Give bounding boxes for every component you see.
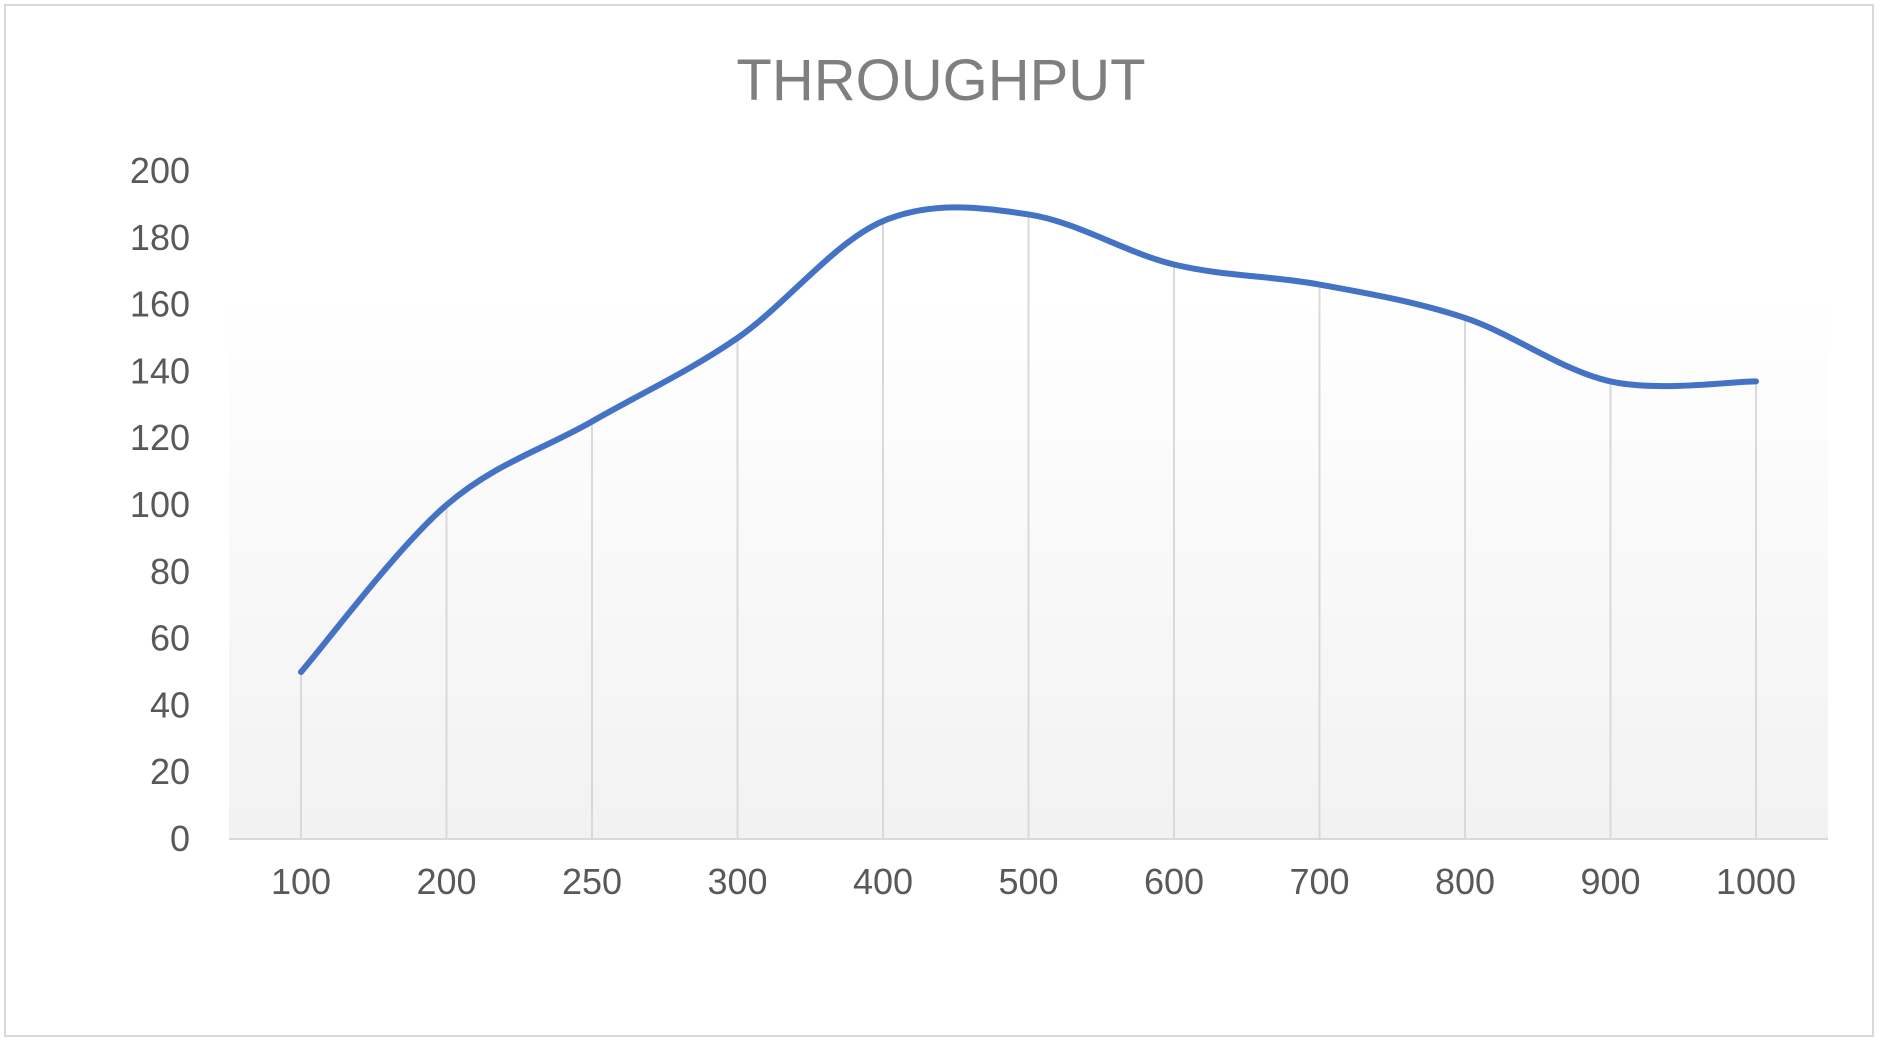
y-tick-label: 20 (150, 751, 190, 792)
x-tick-label: 200 (416, 861, 476, 902)
throughput-series-line (298, 204, 1759, 675)
x-tick-label: 600 (1144, 861, 1204, 902)
x-tick-label: 100 (271, 861, 331, 902)
y-tick-label: 140 (130, 350, 190, 391)
y-axis-tick-labels: 0 20 40 60 80 100 120 140 160 180 200 (130, 150, 190, 859)
y-tick-label: 200 (130, 150, 190, 191)
x-axis-tick-labels: 100 200 250 300 400 500 600 700 800 900 1000 (271, 861, 1796, 902)
y-tick-label: 0 (170, 818, 190, 859)
gridlines (300, 214, 1757, 839)
x-tick-label: 800 (1435, 861, 1495, 902)
chart-title: THROUGHPUT (736, 48, 1145, 113)
y-tick-label: 80 (150, 551, 190, 592)
y-tick-label: 40 (150, 684, 190, 725)
y-tick-label: 160 (130, 284, 190, 325)
x-tick-label: 300 (707, 861, 767, 902)
x-tick-label: 400 (853, 861, 913, 902)
x-tick-label: 250 (562, 861, 622, 902)
x-tick-label: 700 (1289, 861, 1349, 902)
y-tick-label: 100 (130, 484, 190, 525)
x-tick-label: 900 (1580, 861, 1640, 902)
y-tick-label: 180 (130, 217, 190, 258)
x-tick-label: 500 (998, 861, 1058, 902)
y-tick-label: 120 (130, 417, 190, 458)
y-tick-label: 60 (150, 618, 190, 659)
x-tick-label: 1000 (1716, 861, 1796, 902)
